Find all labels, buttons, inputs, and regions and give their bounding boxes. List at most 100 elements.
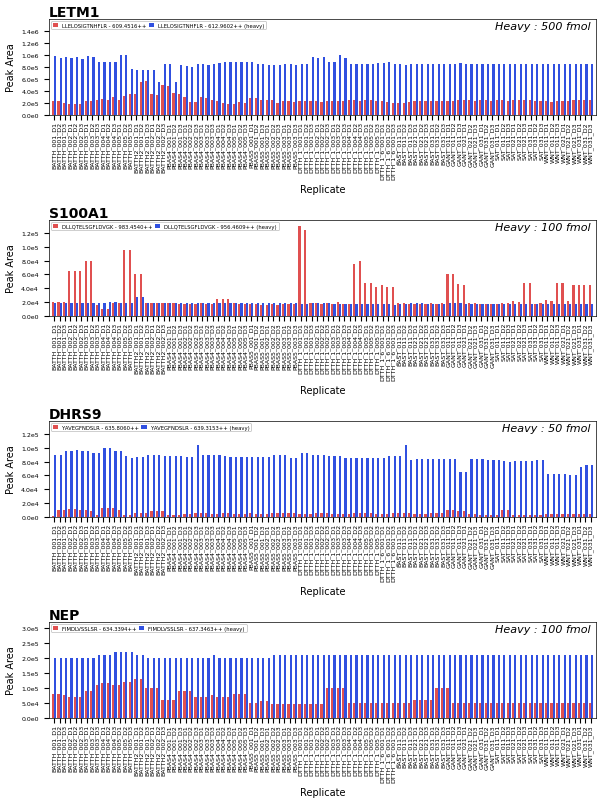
Bar bbox=[120, 304, 122, 316]
Bar bbox=[443, 459, 445, 517]
X-axis label: Replicate: Replicate bbox=[300, 185, 346, 195]
Bar bbox=[583, 286, 586, 316]
Bar bbox=[328, 304, 330, 316]
Bar bbox=[262, 65, 264, 116]
Bar bbox=[348, 703, 350, 718]
Bar bbox=[202, 455, 204, 517]
Bar bbox=[290, 654, 292, 718]
Bar bbox=[260, 514, 262, 517]
Bar bbox=[147, 304, 149, 316]
Bar bbox=[443, 65, 445, 116]
Bar bbox=[405, 304, 407, 316]
Bar bbox=[169, 64, 172, 116]
Bar bbox=[569, 304, 571, 316]
Bar bbox=[169, 658, 172, 718]
Bar bbox=[304, 230, 306, 316]
Bar bbox=[320, 514, 323, 517]
Bar bbox=[498, 460, 500, 517]
Bar bbox=[141, 71, 144, 116]
Bar bbox=[167, 699, 169, 718]
Bar bbox=[353, 514, 355, 517]
Bar bbox=[391, 514, 394, 517]
Bar bbox=[415, 654, 418, 718]
Bar bbox=[553, 304, 555, 316]
Bar bbox=[432, 459, 434, 517]
Bar bbox=[196, 65, 199, 116]
Bar bbox=[350, 458, 352, 517]
Bar bbox=[117, 100, 120, 116]
Bar bbox=[370, 703, 372, 718]
Bar bbox=[315, 102, 317, 116]
Bar bbox=[300, 654, 303, 718]
Bar bbox=[583, 703, 586, 718]
Bar bbox=[158, 455, 160, 517]
Bar bbox=[202, 658, 204, 718]
Bar bbox=[463, 285, 465, 316]
Bar bbox=[235, 458, 237, 517]
Bar bbox=[487, 304, 489, 316]
Bar bbox=[468, 703, 470, 718]
Bar bbox=[465, 64, 467, 116]
Bar bbox=[545, 102, 547, 116]
Bar bbox=[260, 701, 262, 718]
Bar bbox=[397, 104, 399, 116]
Bar bbox=[339, 56, 341, 116]
Bar bbox=[255, 514, 257, 517]
Bar bbox=[156, 304, 158, 316]
Bar bbox=[388, 304, 391, 316]
Y-axis label: Peak Area: Peak Area bbox=[5, 43, 16, 92]
Bar bbox=[185, 458, 188, 517]
Bar bbox=[474, 102, 476, 116]
Bar bbox=[383, 304, 385, 316]
Text: Heavy : 100 fmol: Heavy : 100 fmol bbox=[495, 625, 591, 634]
Bar bbox=[326, 102, 328, 116]
Bar bbox=[419, 699, 421, 718]
Bar bbox=[293, 304, 295, 316]
Bar bbox=[257, 458, 259, 517]
Bar bbox=[180, 304, 182, 316]
Bar bbox=[399, 65, 402, 116]
Bar bbox=[249, 304, 251, 316]
Bar bbox=[503, 304, 506, 316]
Bar bbox=[438, 654, 439, 718]
Bar bbox=[235, 63, 237, 116]
Bar bbox=[391, 287, 394, 316]
Bar bbox=[539, 304, 542, 316]
Bar bbox=[85, 102, 87, 116]
Bar bbox=[306, 304, 308, 316]
Bar bbox=[131, 70, 133, 116]
Bar bbox=[87, 304, 89, 316]
Bar bbox=[293, 514, 295, 517]
Bar bbox=[205, 304, 208, 316]
Bar bbox=[326, 304, 328, 316]
Bar bbox=[134, 275, 136, 316]
Bar bbox=[348, 101, 350, 116]
Bar bbox=[459, 654, 462, 718]
Bar bbox=[304, 102, 306, 116]
Bar bbox=[227, 300, 229, 316]
Bar bbox=[470, 304, 473, 316]
Bar bbox=[580, 304, 582, 316]
Bar bbox=[70, 658, 73, 718]
Bar bbox=[507, 703, 509, 718]
Bar bbox=[70, 304, 73, 316]
Bar bbox=[424, 699, 427, 718]
Y-axis label: Peak Area: Peak Area bbox=[5, 244, 16, 292]
Bar bbox=[397, 514, 399, 517]
Bar bbox=[359, 703, 361, 718]
Bar bbox=[492, 304, 494, 316]
Bar bbox=[129, 95, 131, 116]
Bar bbox=[74, 509, 76, 517]
Bar bbox=[344, 458, 347, 517]
Bar bbox=[68, 697, 70, 718]
Bar bbox=[563, 304, 566, 316]
Bar bbox=[490, 515, 492, 517]
Bar bbox=[421, 654, 423, 718]
Bar bbox=[309, 514, 312, 517]
Bar bbox=[344, 304, 347, 316]
Bar bbox=[282, 514, 284, 517]
Bar bbox=[268, 658, 270, 718]
Bar bbox=[240, 304, 243, 316]
Bar bbox=[246, 304, 248, 316]
Bar bbox=[153, 304, 155, 316]
